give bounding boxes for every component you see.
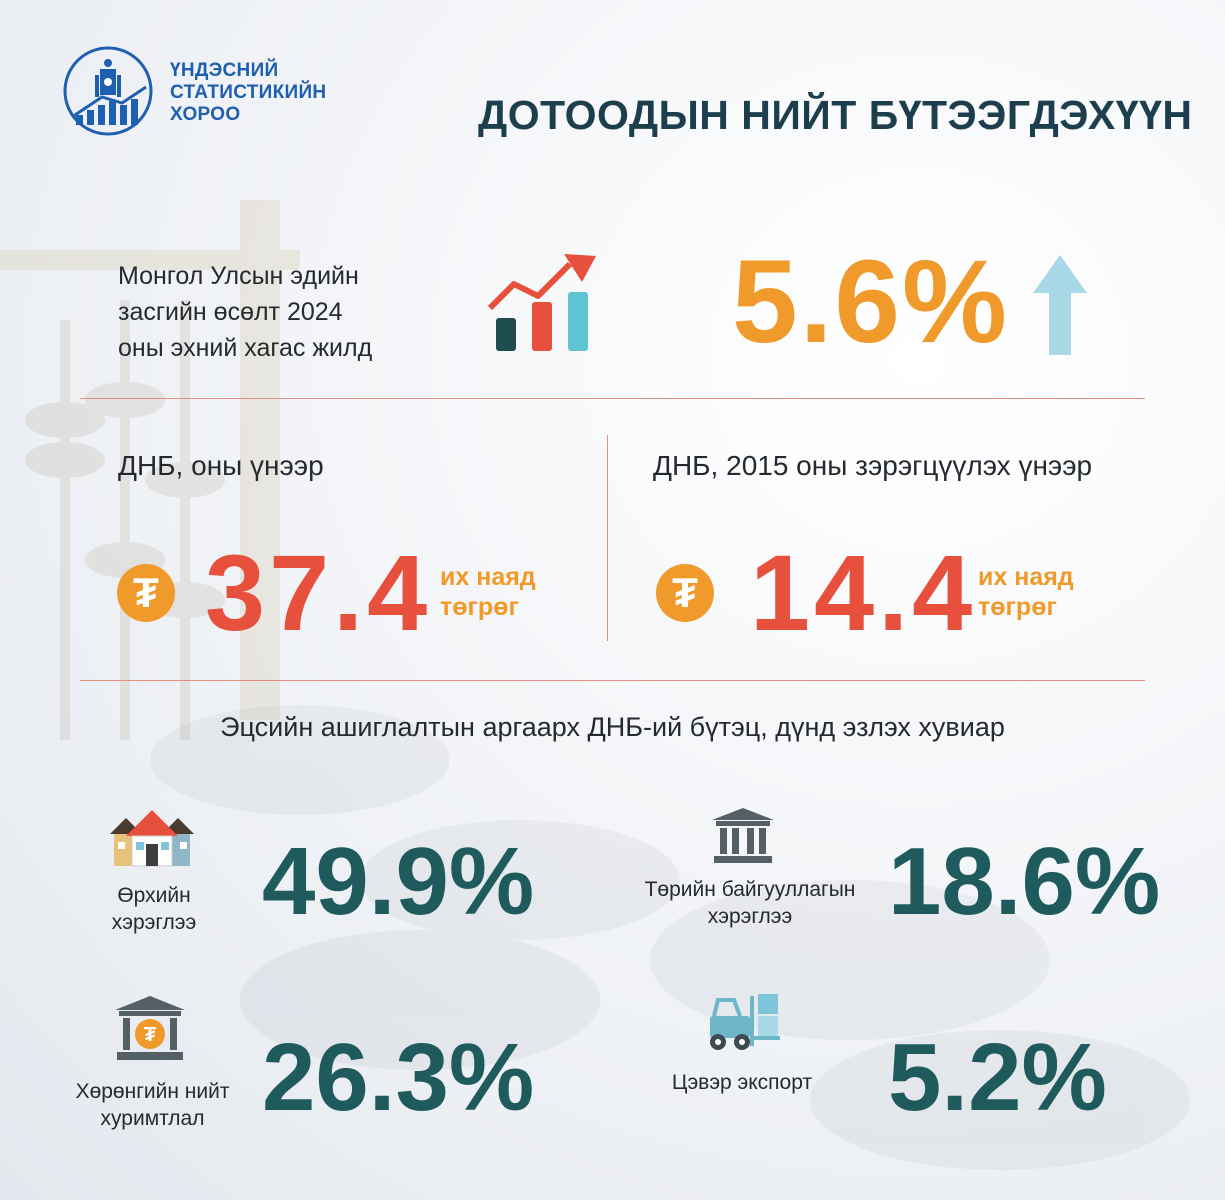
bank-coin-icon: ₮ bbox=[115, 996, 185, 1060]
house-icon bbox=[110, 810, 194, 867]
household-consumption-label: Өрхийн хэрэглээ bbox=[90, 882, 218, 936]
unit-line: төгрөг bbox=[978, 593, 1057, 621]
up-arrow-icon bbox=[1033, 255, 1087, 355]
gdp-current-label: ДНБ, оны үнээр bbox=[118, 450, 324, 481]
item-label-line: хэрэглээ bbox=[707, 905, 793, 928]
structure-title: Эцсийн ашиглалтын аргаарх ДНБ-ий бүтэц, … bbox=[220, 712, 1005, 742]
growth-label-line: засгийн өсөлт 2024 bbox=[118, 298, 343, 326]
capital-formation-label: Хөрөнгийн нийт хуримтлал bbox=[65, 1078, 240, 1132]
growth-label-line: Монгол Улсын эдийн bbox=[118, 262, 359, 290]
capital-formation-value: 26.3% bbox=[262, 1024, 535, 1131]
item-label-line: Өрхийн bbox=[117, 884, 191, 907]
unit-line: их наяд bbox=[978, 563, 1074, 591]
svg-text:₮: ₮ bbox=[144, 1024, 156, 1046]
divider bbox=[80, 398, 1145, 399]
net-export-value: 5.2% bbox=[888, 1024, 1107, 1131]
gdp-constant-value: 14.4 bbox=[750, 532, 977, 653]
org-name-line: СТАТИСТИКИЙН bbox=[170, 82, 327, 103]
government-building-icon bbox=[712, 808, 774, 863]
org-name-line: ХОРОО bbox=[170, 104, 241, 125]
gdp-current-value: 37.4 bbox=[205, 532, 432, 653]
gdp-current-unit: их наяд төгрөг bbox=[440, 562, 536, 622]
item-label-line: хуримтлал bbox=[100, 1107, 205, 1130]
item-label-line: Төрийн байгууллагын bbox=[644, 878, 856, 901]
gdp-constant-label: ДНБ, 2015 оны зэрэгцүүлэх үнээр bbox=[653, 450, 1093, 481]
government-consumption-label: Төрийн байгууллагын хэрэглээ bbox=[630, 876, 870, 930]
growth-label-line: оны эхний хагас жилд bbox=[118, 334, 373, 362]
item-label-line: хэрэглээ bbox=[111, 911, 197, 934]
organization-name: ҮНДЭСНИЙ СТАТИСТИКИЙН ХОРОО bbox=[170, 60, 326, 126]
growth-value: 5.6% bbox=[732, 236, 1009, 368]
tugrik-coin-icon: ₮ bbox=[656, 564, 714, 622]
forklift-icon bbox=[710, 994, 780, 1050]
tugrik-coin-icon: ₮ bbox=[117, 564, 175, 622]
gdp-constant-unit: их наяд төгрөг bbox=[978, 562, 1074, 622]
item-label-line: Хөрөнгийн нийт bbox=[75, 1080, 230, 1103]
growth-chart-icon bbox=[487, 254, 596, 351]
divider bbox=[80, 680, 1145, 681]
page-title: ДОТООДЫН НИЙТ БҮТЭЭГДЭХҮҮН bbox=[478, 92, 1193, 138]
item-label-line: Цэвэр экспорт bbox=[671, 1071, 813, 1094]
growth-label: Монгол Улсын эдийн засгийн өсөлт 2024 он… bbox=[118, 258, 438, 366]
org-name-line: ҮНДЭСНИЙ bbox=[170, 60, 279, 81]
net-export-label: Цэвэр экспорт bbox=[662, 1069, 822, 1096]
household-consumption-value: 49.9% bbox=[262, 828, 535, 935]
vertical-divider bbox=[607, 435, 608, 641]
unit-line: их наяд bbox=[440, 563, 536, 591]
government-consumption-value: 18.6% bbox=[888, 828, 1161, 935]
unit-line: төгрөг bbox=[440, 593, 519, 621]
nso-logo-icon bbox=[63, 46, 153, 136]
